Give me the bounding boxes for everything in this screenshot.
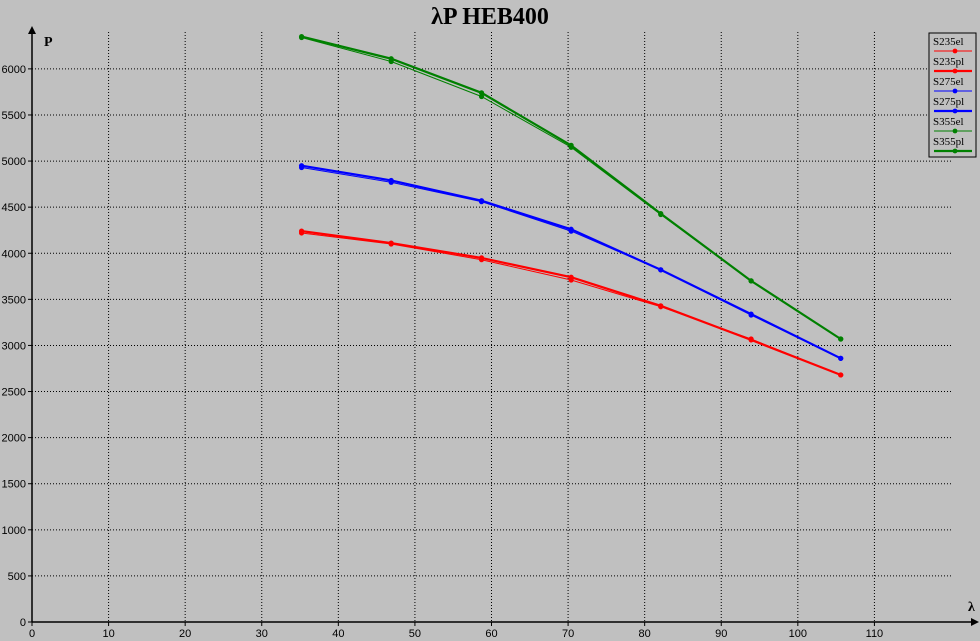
x-tick-label: 10 bbox=[102, 628, 114, 640]
y-tick-label: 2500 bbox=[2, 387, 26, 399]
y-tick-label: 1000 bbox=[2, 525, 26, 537]
gridlines bbox=[32, 32, 951, 622]
data-point bbox=[658, 211, 664, 217]
y-axis-arrow bbox=[28, 26, 36, 34]
y-tick-label: 2000 bbox=[2, 433, 26, 445]
data-point bbox=[838, 336, 844, 342]
y-tick-label: 4000 bbox=[2, 248, 26, 260]
data-point bbox=[748, 311, 754, 317]
data-point bbox=[658, 267, 664, 273]
data-point bbox=[388, 240, 394, 246]
x-tick-label: 100 bbox=[789, 628, 807, 640]
x-tick-label: 50 bbox=[409, 628, 421, 640]
data-point bbox=[838, 372, 844, 378]
legend-swatch-marker bbox=[952, 148, 958, 154]
legend-label: S275el bbox=[933, 76, 964, 88]
series-line bbox=[301, 37, 841, 340]
data-point bbox=[478, 90, 485, 96]
y-tick-label: 3500 bbox=[2, 294, 26, 306]
data-point bbox=[298, 228, 305, 234]
y-tick-label: 3000 bbox=[2, 340, 26, 352]
y-tick-label: 6000 bbox=[2, 64, 26, 76]
legend-box bbox=[928, 32, 977, 158]
data-point bbox=[658, 303, 664, 309]
x-axis-arrow bbox=[971, 618, 979, 626]
data-point bbox=[298, 34, 305, 40]
legend-label: S235el bbox=[933, 36, 964, 48]
series-line bbox=[301, 164, 842, 360]
x-tick-label: 60 bbox=[485, 628, 497, 640]
y-tick-label: 5500 bbox=[2, 110, 26, 122]
series-S235el bbox=[298, 230, 844, 378]
series-S275pl bbox=[298, 163, 844, 361]
data-point bbox=[748, 337, 754, 343]
data-point bbox=[838, 355, 844, 361]
data-point bbox=[478, 198, 485, 204]
legend-swatch-marker bbox=[952, 68, 958, 74]
legend-swatch-marker bbox=[952, 128, 958, 134]
legend-label: S355pl bbox=[933, 136, 964, 148]
series-S275el bbox=[298, 164, 844, 361]
data-point bbox=[388, 177, 394, 184]
x-tick-label: 0 bbox=[29, 628, 35, 640]
tick-labels: 0 10 20 30 40 50 60 70 80 90 100 110 0 500 1000 1500 200… bbox=[2, 64, 884, 640]
data-point bbox=[568, 226, 574, 232]
legend: S235el S235pl S275el S275pl S355el S355pl bbox=[928, 32, 977, 158]
x-tick-label: 80 bbox=[639, 628, 651, 640]
data-point bbox=[298, 163, 305, 169]
series-line bbox=[301, 167, 841, 359]
series-line bbox=[301, 232, 841, 376]
legend-label: S235pl bbox=[933, 56, 964, 68]
y-tick-label: 5000 bbox=[2, 156, 26, 168]
series-S355el bbox=[298, 34, 844, 342]
data-point bbox=[478, 93, 485, 100]
x-tick-label: 110 bbox=[866, 628, 884, 640]
series-layer bbox=[298, 34, 844, 378]
series-S355pl bbox=[298, 34, 844, 342]
y-tick-label: 4500 bbox=[2, 202, 26, 214]
x-tick-label: 70 bbox=[562, 628, 574, 640]
chart-title: λP HEB400 bbox=[431, 4, 549, 30]
legend-label: S275pl bbox=[933, 96, 964, 108]
x-tick-label: 20 bbox=[179, 628, 191, 640]
legend-label: S355el bbox=[933, 116, 964, 128]
axes bbox=[28, 26, 979, 626]
data-point bbox=[568, 142, 574, 148]
y-tick-label: 500 bbox=[8, 571, 26, 583]
legend-swatch-marker bbox=[952, 48, 958, 54]
legend-swatch-marker bbox=[952, 108, 958, 114]
x-tick-label: 30 bbox=[256, 628, 268, 640]
data-point bbox=[388, 56, 394, 62]
data-point bbox=[748, 278, 754, 284]
data-point bbox=[568, 274, 574, 280]
x-axis-label: λ bbox=[968, 600, 975, 615]
y-tick-label: 0 bbox=[20, 617, 26, 629]
x-tick-label: 90 bbox=[715, 628, 727, 640]
data-point bbox=[478, 255, 485, 261]
series-line bbox=[301, 35, 842, 340]
y-tick-label: 1500 bbox=[2, 479, 26, 491]
legend-swatch-marker bbox=[952, 88, 958, 94]
x-tick-label: 40 bbox=[332, 628, 344, 640]
y-axis-label: P bbox=[44, 35, 53, 50]
series-line bbox=[301, 230, 842, 376]
series-S235pl bbox=[298, 228, 844, 378]
